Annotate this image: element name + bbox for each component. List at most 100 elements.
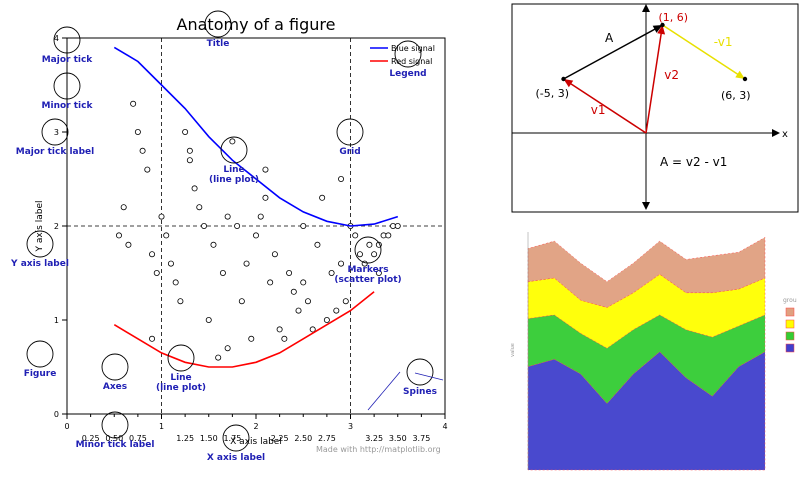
scatter-point bbox=[219, 269, 226, 276]
x-minor-tick-label: 3.75 bbox=[412, 434, 430, 443]
x-minor-tick-label: 3.25 bbox=[365, 434, 383, 443]
scatter-point bbox=[130, 100, 137, 107]
annotation-label: Grid bbox=[339, 147, 360, 157]
scatter-point bbox=[186, 157, 193, 164]
vector-label: A bbox=[605, 31, 614, 45]
x-major-tick-label: 4 bbox=[442, 422, 447, 431]
point-label: (6, 3) bbox=[721, 89, 751, 102]
point-label: (-5, 3) bbox=[536, 87, 570, 100]
scatter-point bbox=[224, 345, 231, 352]
scatter-point bbox=[319, 194, 326, 201]
x-axis-letter: x bbox=[782, 129, 788, 140]
vector-line bbox=[645, 24, 664, 134]
scatter-point bbox=[201, 222, 208, 229]
x-minor-tick-label: 2.50 bbox=[294, 434, 312, 443]
chart-title: Anatomy of a figure bbox=[177, 15, 336, 34]
scatter-point bbox=[172, 279, 179, 286]
x-major-tick-label: 2 bbox=[253, 422, 258, 431]
tick-group: 0 1 2 3 4 0.25 0.50 0.75 1.25 1.50 1.75 2.25 2.50 2.7… bbox=[54, 34, 448, 443]
scatter-point bbox=[248, 335, 255, 342]
area-series-2 bbox=[527, 273, 766, 349]
y-major-tick-label: 3 bbox=[54, 128, 59, 137]
annotation-circle bbox=[222, 424, 250, 452]
annotation-circle bbox=[167, 344, 195, 372]
scatter-point bbox=[144, 166, 151, 173]
annotation-label: Figure bbox=[24, 369, 57, 379]
scatter-point bbox=[134, 128, 141, 135]
x-axis-label: X axis label bbox=[230, 437, 282, 447]
annotation-circle bbox=[354, 236, 382, 264]
scatter-point bbox=[338, 260, 345, 267]
scatter-point bbox=[356, 251, 363, 258]
scatter-point bbox=[262, 194, 269, 201]
scatter-point bbox=[300, 279, 307, 286]
area-legend-swatch bbox=[785, 307, 795, 317]
scatter-point bbox=[286, 269, 293, 276]
annotation-label: Axes bbox=[103, 382, 127, 392]
vector-arrowhead bbox=[735, 70, 745, 79]
annotation-label-sub: (scatter plot) bbox=[334, 275, 401, 285]
scatter-point bbox=[196, 204, 203, 211]
scatter-point bbox=[229, 138, 236, 145]
scatter-point bbox=[276, 326, 283, 333]
scatter-point bbox=[243, 260, 250, 267]
annotation-circle bbox=[26, 230, 54, 258]
annotation-group: Major tick Minor tick Major tick label Y ax… bbox=[10, 10, 444, 463]
annotation-circle bbox=[101, 411, 129, 439]
area-fills bbox=[527, 236, 766, 471]
scatter-point bbox=[224, 213, 231, 220]
diagram-axes bbox=[512, 4, 780, 210]
scatter-point bbox=[300, 222, 307, 229]
scatter-point bbox=[309, 326, 316, 333]
y-major-tick-label: 0 bbox=[54, 410, 59, 419]
annotation-label: Minor tick bbox=[42, 101, 94, 111]
scatter-point bbox=[252, 232, 259, 239]
x-major-tick-label: 3 bbox=[348, 422, 353, 431]
scatter-point bbox=[267, 279, 274, 286]
x-minor-tick-label: 1.25 bbox=[176, 434, 194, 443]
annotation-circle bbox=[204, 10, 232, 38]
scatter-point bbox=[375, 269, 382, 276]
series-line-1 bbox=[113, 291, 375, 368]
vector-line bbox=[563, 24, 663, 80]
annotation-circle bbox=[41, 118, 69, 146]
area-legend-swatch bbox=[785, 343, 795, 353]
scatter-point bbox=[333, 307, 340, 314]
legend-label-red: Red signal bbox=[391, 57, 432, 66]
scatter-point bbox=[304, 298, 311, 305]
scatter-point bbox=[314, 241, 321, 248]
points: (-5, 3) (1, 6) (6, 3) bbox=[536, 11, 751, 102]
scatter-point bbox=[385, 232, 392, 239]
scatter-point bbox=[158, 213, 165, 220]
scatter-point bbox=[205, 316, 212, 323]
area-series-1 bbox=[527, 314, 766, 404]
annotation-circle bbox=[336, 118, 364, 146]
scatter-point bbox=[352, 232, 359, 239]
scatter-point bbox=[186, 147, 193, 154]
annotation-circle bbox=[53, 26, 81, 54]
y-major-tick-label: 1 bbox=[54, 316, 59, 325]
annotation-label-sub: (line plot) bbox=[156, 383, 206, 393]
scatter-point bbox=[394, 222, 401, 229]
scatter-point bbox=[328, 269, 335, 276]
scatter-point bbox=[120, 204, 127, 211]
scatter-point bbox=[234, 222, 241, 229]
scatter-point bbox=[149, 251, 156, 258]
vector-line bbox=[563, 78, 647, 134]
x-minor-tick-label: 0.25 bbox=[82, 434, 100, 443]
scatter-markers bbox=[115, 100, 401, 361]
scatter-point bbox=[153, 269, 160, 276]
vector-arrowhead bbox=[652, 25, 663, 33]
annotation-circle bbox=[220, 136, 248, 164]
annotation-label: Title bbox=[207, 39, 230, 49]
vectors: Av2 v1 -v1 bbox=[563, 24, 746, 134]
scatter-point bbox=[366, 241, 373, 248]
vector-label: v1 bbox=[591, 103, 606, 117]
annotation-label: Spines bbox=[403, 387, 437, 397]
annotation-label: Major tick bbox=[42, 55, 94, 65]
stacked-area-chart: value grou bbox=[510, 232, 797, 471]
vector-arrowhead bbox=[563, 79, 574, 88]
point-dot bbox=[742, 76, 748, 82]
